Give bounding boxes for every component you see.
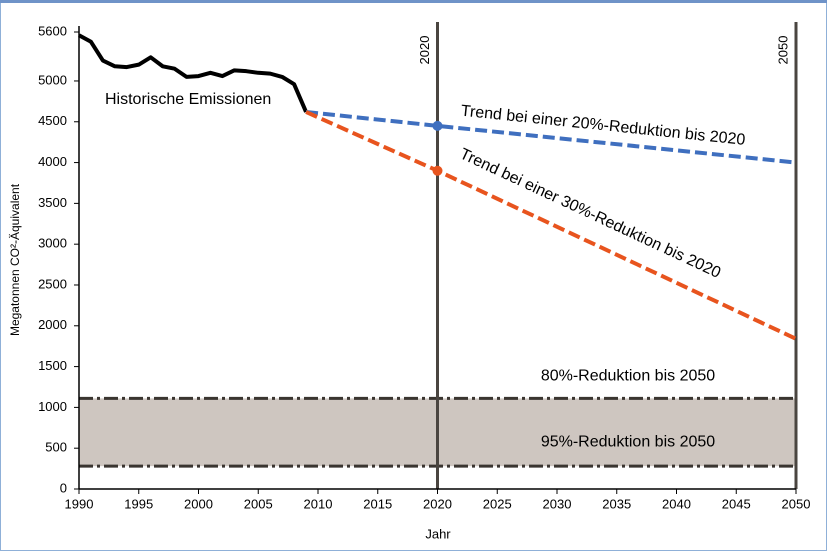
vertical-line-label: 2020 xyxy=(417,36,432,65)
band-label: 95%-Reduktion bis 2050 xyxy=(541,434,715,451)
series-line xyxy=(305,109,797,165)
y-tick-label: 1500 xyxy=(38,358,67,373)
series-line xyxy=(78,33,308,113)
vertical-line-label: 2050 xyxy=(775,36,790,65)
y-tick-label: 500 xyxy=(45,440,67,455)
x-tick-label: 2015 xyxy=(363,496,392,511)
x-tick-label: 2035 xyxy=(602,496,631,511)
series-label: Historische Emissionen xyxy=(105,91,271,108)
y-tick-label: 3000 xyxy=(38,236,67,251)
x-tick-label: 2020 xyxy=(423,496,452,511)
x-tick-label: 2050 xyxy=(782,496,811,511)
y-tick-label: 4000 xyxy=(38,154,67,169)
x-tick-label: 2005 xyxy=(244,496,273,511)
y-tick-label: 2500 xyxy=(38,276,67,291)
x-axis-title: Jahr xyxy=(425,526,451,541)
x-tick-label: 2040 xyxy=(662,496,691,511)
x-tick-label: 2025 xyxy=(483,496,512,511)
y-tick-label: 1000 xyxy=(38,399,67,414)
top-border xyxy=(0,0,827,3)
x-tick-label: 2000 xyxy=(184,496,213,511)
band-label: 80%-Reduktion bis 2050 xyxy=(541,368,715,385)
x-tick-label: 1995 xyxy=(124,496,153,511)
point-marker xyxy=(432,165,443,176)
y-tick-label: 3500 xyxy=(38,195,67,210)
x-tick-label: 1990 xyxy=(65,496,94,511)
point-marker xyxy=(432,120,443,131)
y-tick-label: 0 xyxy=(60,480,67,495)
y-tick-label: 5000 xyxy=(38,72,67,87)
y-tick-label: 4500 xyxy=(38,113,67,128)
y-axis-title: Megatonnen CO²-Äquivalent xyxy=(8,183,22,336)
y-tick-label: 5600 xyxy=(38,23,67,38)
x-tick-label: 2010 xyxy=(304,496,333,511)
y-tick-label: 2000 xyxy=(38,317,67,332)
x-tick-label: 2030 xyxy=(543,496,572,511)
x-tick-label: 2045 xyxy=(722,496,751,511)
